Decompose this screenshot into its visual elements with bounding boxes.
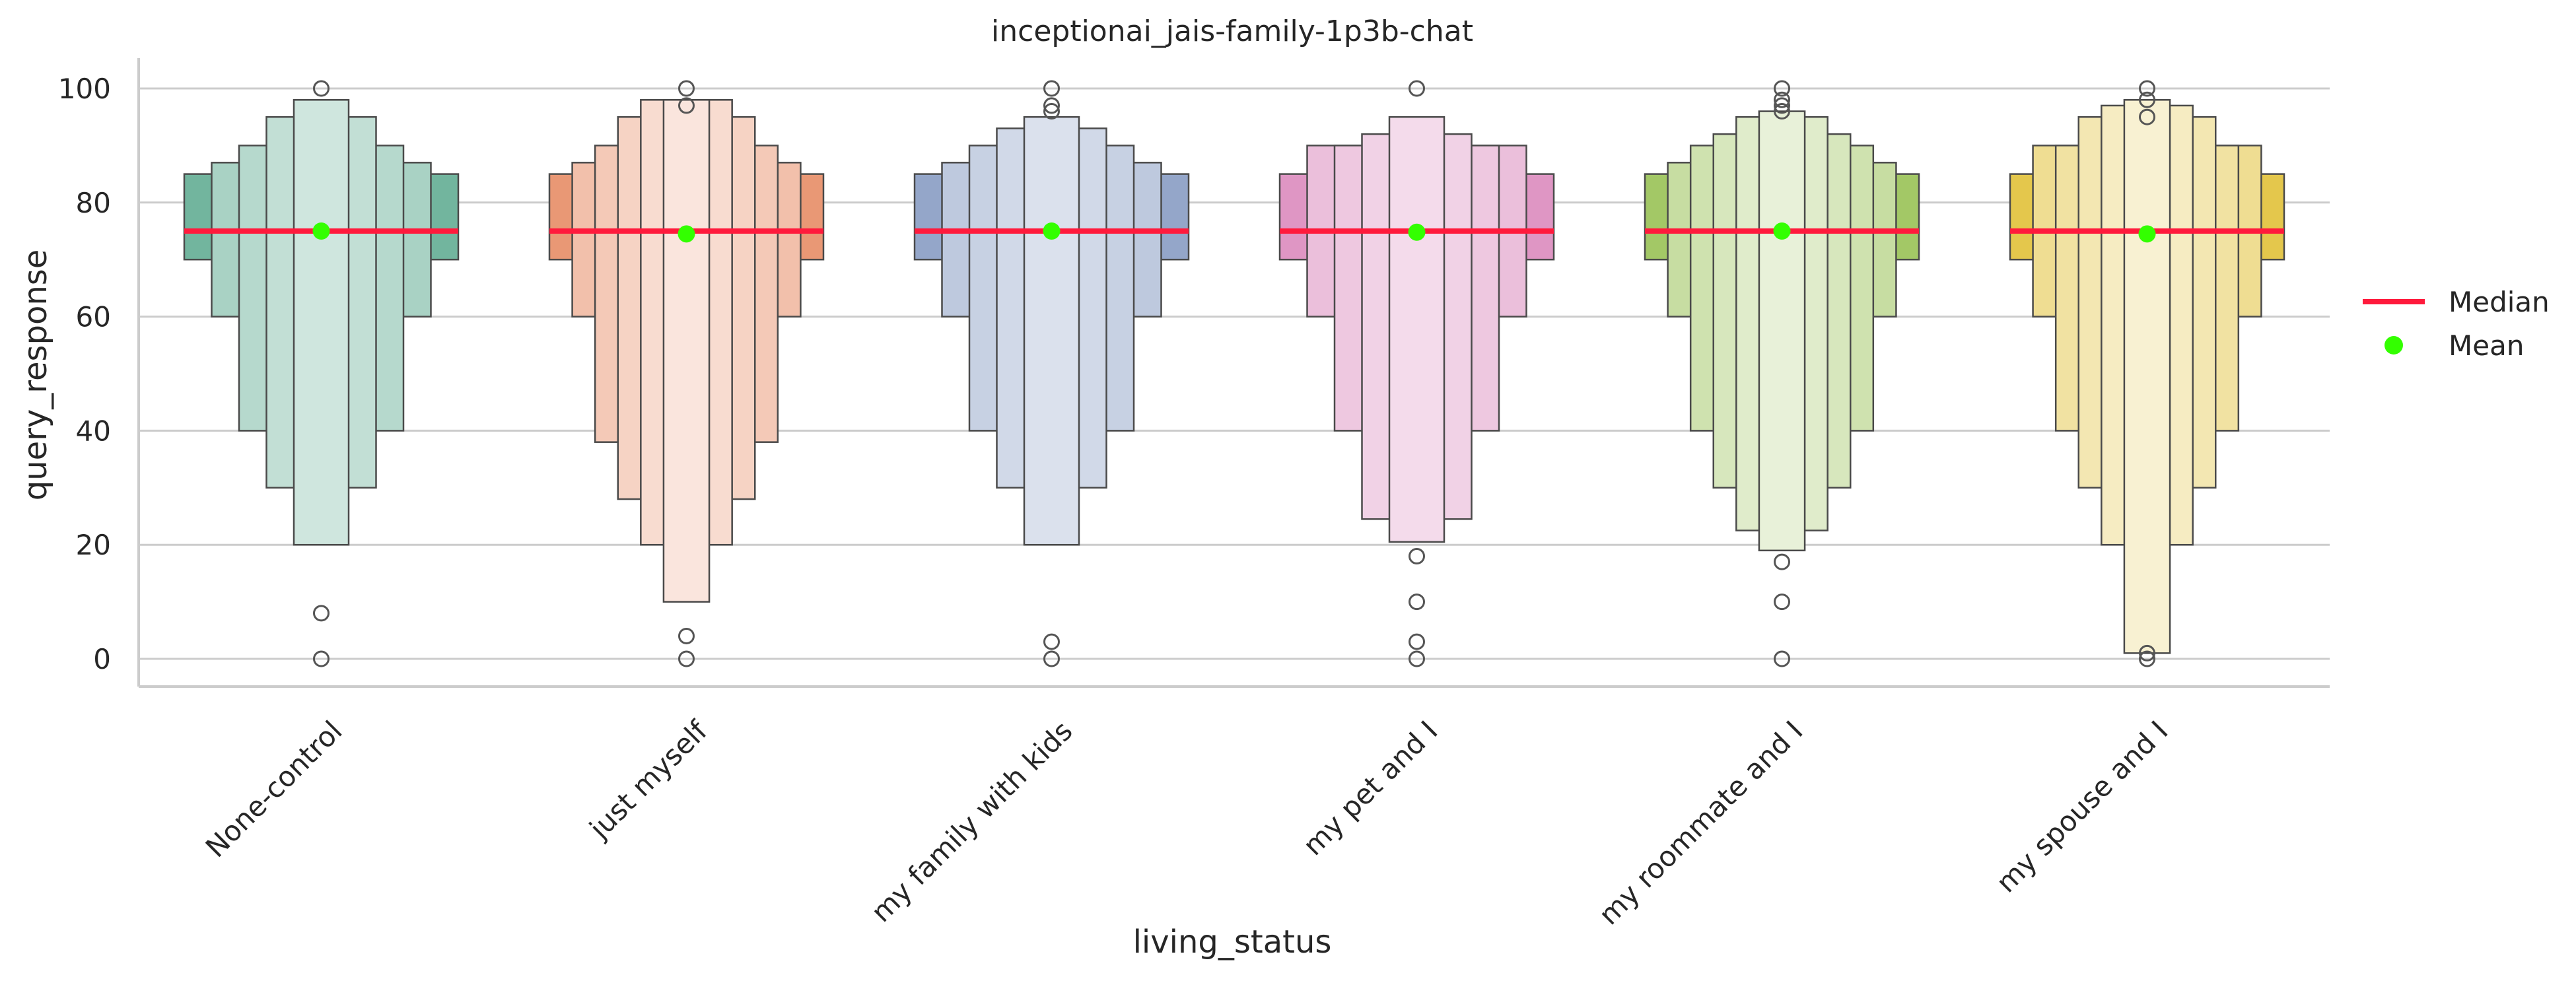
letter-value-box-my-pet-and-i-level-5 [1388, 116, 1445, 543]
y-tick-label: 40 [76, 415, 111, 447]
outlier-point-my-spouse-and-i [2139, 91, 2155, 108]
mean-point-just-myself [678, 225, 695, 243]
x-tick-label-my-family-with-kids: my family with kids [865, 714, 1079, 928]
outlier-point-my-pet-and-i [1409, 80, 1425, 97]
outlier-point-none-control [313, 650, 330, 667]
mean-point-my-pet-and-i [1408, 223, 1426, 241]
outlier-point-my-spouse-and-i [2139, 650, 2155, 667]
axes-layer [137, 58, 2330, 688]
outlier-point-my-pet-and-i [1409, 650, 1425, 667]
mean-point-my-roommate-and-i [1773, 222, 1791, 240]
legend-mean-label: Mean [2449, 329, 2524, 362]
outlier-point-my-roommate-and-i [1774, 650, 1790, 667]
chart-title: inceptionai_jais-family-1p3b-chat [991, 15, 1473, 48]
outlier-point-my-roommate-and-i [1774, 103, 1790, 120]
outlier-point-just-myself [678, 97, 695, 114]
y-tick-label: 0 [93, 643, 111, 675]
outlier-point-my-family-with-kids [1043, 97, 1060, 114]
outlier-point-my-spouse-and-i [2139, 108, 2155, 125]
outlier-point-my-spouse-and-i [2139, 644, 2155, 661]
mean-point-my-family-with-kids [1043, 222, 1061, 240]
legend-median-label: Median [2449, 286, 2550, 318]
boxes-layer [183, 99, 2285, 654]
outlier-point-my-family-with-kids [1043, 650, 1060, 667]
x-tick-label-my-pet-and-i: my pet and I [1297, 714, 1444, 862]
outlier-point-my-roommate-and-i [1774, 80, 1790, 97]
outlier-point-none-control [313, 605, 330, 622]
x-axis-label: living_status [1133, 924, 1332, 961]
letter-value-box-my-spouse-and-i-level-6 [2123, 99, 2171, 654]
outlier-point-just-myself [678, 650, 695, 667]
y-tick-label: 20 [76, 529, 111, 561]
mean-point-my-spouse-and-i [2138, 225, 2156, 243]
y-tick-label: 100 [58, 73, 111, 105]
legend-mean-swatch [2385, 336, 2403, 355]
outlier-point-my-roommate-and-i [1774, 553, 1790, 570]
x-tick-label-just-myself: just myself [583, 714, 714, 846]
outlier-point-my-family-with-kids [1043, 103, 1060, 120]
letter-value-box-my-family-with-kids-level-5 [1023, 116, 1080, 546]
outlier-point-my-pet-and-i [1409, 593, 1425, 611]
letter-value-box-just-myself-level-6 [662, 99, 711, 603]
marks-layer [184, 80, 2284, 667]
outlier-point-my-pet-and-i [1409, 547, 1425, 564]
outlier-point-just-myself [678, 627, 695, 644]
legend: Median Mean [2363, 286, 2550, 362]
outlier-point-my-roommate-and-i [1774, 91, 1790, 108]
outlier-point-just-myself [678, 80, 695, 97]
outlier-point-my-roommate-and-i [1774, 97, 1790, 114]
outlier-point-my-roommate-and-i [1774, 593, 1790, 611]
letter-value-box-none-control-level-5 [293, 99, 350, 546]
outlier-point-my-family-with-kids [1043, 80, 1060, 97]
outlier-point-my-family-with-kids [1043, 633, 1060, 650]
y-axis-label: query_response [17, 250, 54, 501]
x-tick-label-my-roommate-and-i: my roommate and I [1593, 714, 1809, 931]
y-tick-label: 80 [76, 187, 111, 219]
letter-value-box-my-roommate-and-i-level-6 [1758, 110, 1806, 552]
grid-layer: 0 20 40 60 80 100 [58, 73, 2330, 675]
outlier-point-my-spouse-and-i [2139, 80, 2155, 97]
x-tick-label-none-control: None-control [199, 714, 349, 863]
y-tick-label: 60 [76, 301, 111, 333]
outlier-point-my-pet-and-i [1409, 633, 1425, 650]
outlier-point-none-control [313, 80, 330, 97]
x-tick-label-my-spouse-and-i: my spouse and I [1990, 714, 2174, 898]
mean-point-none-control [312, 222, 330, 240]
x-tick-layer: None-control just myself my family with ki… [199, 714, 2175, 931]
